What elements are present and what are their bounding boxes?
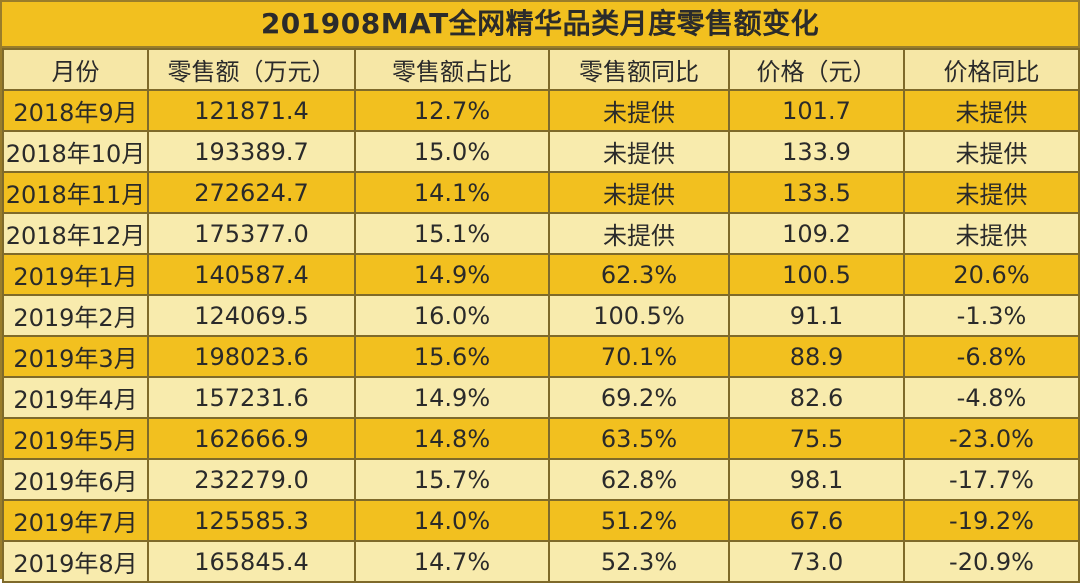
header-row: 月份 零售额（万元） 零售额占比 零售额同比 价格（元） 价格同比 — [2, 48, 1080, 91]
cell-sales-share: 15.6% — [354, 335, 550, 378]
cell-price-yoy: 20.6% — [903, 253, 1080, 296]
cell-sales-yoy: 51.2% — [548, 499, 730, 542]
cell-retail-sales: 124069.5 — [147, 294, 356, 337]
cell-sales-yoy: 62.8% — [548, 458, 730, 501]
cell-price: 133.9 — [728, 130, 905, 173]
table-row: 2019年8月 165845.4 14.7% 52.3% 73.0 -20.9% — [2, 540, 1080, 583]
table-row: 2019年3月 198023.6 15.6% 70.1% 88.9 -6.8% — [2, 335, 1080, 378]
cell-price-yoy: -1.3% — [903, 294, 1080, 337]
cell-sales-yoy: 52.3% — [548, 540, 730, 583]
header-price: 价格（元） — [728, 48, 905, 91]
cell-price: 67.6 — [728, 499, 905, 542]
cell-sales-share: 14.0% — [354, 499, 550, 542]
table-row: 2019年1月 140587.4 14.9% 62.3% 100.5 20.6% — [2, 253, 1080, 296]
cell-price: 98.1 — [728, 458, 905, 501]
table-row: 2019年4月 157231.6 14.9% 69.2% 82.6 -4.8% — [2, 376, 1080, 419]
cell-price: 75.5 — [728, 417, 905, 460]
cell-month: 2019年3月 — [2, 335, 149, 378]
cell-month: 2019年7月 — [2, 499, 149, 542]
retail-table: 月份 零售额（万元） 零售额占比 零售额同比 价格（元） 价格同比 2018年9… — [2, 48, 1080, 583]
table-row: 2018年11月 272624.7 14.1% 未提供 133.5 未提供 — [2, 171, 1080, 214]
header-sales-share: 零售额占比 — [354, 48, 550, 91]
table-header: 月份 零售额（万元） 零售额占比 零售额同比 价格（元） 价格同比 — [2, 48, 1080, 91]
header-price-yoy: 价格同比 — [903, 48, 1080, 91]
header-retail-sales: 零售额（万元） — [147, 48, 356, 91]
cell-month: 2019年6月 — [2, 458, 149, 501]
cell-retail-sales: 165845.4 — [147, 540, 356, 583]
cell-retail-sales: 175377.0 — [147, 212, 356, 255]
cell-retail-sales: 121871.4 — [147, 89, 356, 132]
cell-sales-share: 14.7% — [354, 540, 550, 583]
cell-price-yoy: 未提供 — [903, 212, 1080, 255]
cell-month: 2019年1月 — [2, 253, 149, 296]
cell-price: 101.7 — [728, 89, 905, 132]
cell-sales-share: 12.7% — [354, 89, 550, 132]
cell-price: 88.9 — [728, 335, 905, 378]
cell-sales-share: 14.9% — [354, 253, 550, 296]
cell-retail-sales: 162666.9 — [147, 417, 356, 460]
cell-retail-sales: 157231.6 — [147, 376, 356, 419]
cell-sales-share: 14.8% — [354, 417, 550, 460]
cell-month: 2019年8月 — [2, 540, 149, 583]
cell-sales-share: 15.1% — [354, 212, 550, 255]
cell-price: 133.5 — [728, 171, 905, 214]
cell-sales-share: 15.7% — [354, 458, 550, 501]
cell-sales-yoy: 70.1% — [548, 335, 730, 378]
cell-month: 2018年9月 — [2, 89, 149, 132]
table-title: 201908MAT全网精华品类月度零售额变化 — [2, 2, 1078, 48]
cell-sales-yoy: 100.5% — [548, 294, 730, 337]
table-row: 2018年10月 193389.7 15.0% 未提供 133.9 未提供 — [2, 130, 1080, 173]
cell-sales-yoy: 69.2% — [548, 376, 730, 419]
cell-sales-yoy: 63.5% — [548, 417, 730, 460]
cell-month: 2018年10月 — [2, 130, 149, 173]
cell-sales-yoy: 未提供 — [548, 130, 730, 173]
cell-price-yoy: 未提供 — [903, 171, 1080, 214]
table-row: 2019年6月 232279.0 15.7% 62.8% 98.1 -17.7% — [2, 458, 1080, 501]
cell-month: 2019年5月 — [2, 417, 149, 460]
cell-retail-sales: 125585.3 — [147, 499, 356, 542]
cell-retail-sales: 198023.6 — [147, 335, 356, 378]
cell-price-yoy: -23.0% — [903, 417, 1080, 460]
cell-retail-sales: 272624.7 — [147, 171, 356, 214]
cell-month: 2018年12月 — [2, 212, 149, 255]
cell-sales-share: 16.0% — [354, 294, 550, 337]
table-row: 2019年5月 162666.9 14.8% 63.5% 75.5 -23.0% — [2, 417, 1080, 460]
cell-retail-sales: 232279.0 — [147, 458, 356, 501]
cell-price-yoy: 未提供 — [903, 89, 1080, 132]
cell-price-yoy: 未提供 — [903, 130, 1080, 173]
header-sales-yoy: 零售额同比 — [548, 48, 730, 91]
table-row: 2018年9月 121871.4 12.7% 未提供 101.7 未提供 — [2, 89, 1080, 132]
cell-price: 100.5 — [728, 253, 905, 296]
cell-price-yoy: -17.7% — [903, 458, 1080, 501]
cell-month: 2019年4月 — [2, 376, 149, 419]
cell-sales-share: 14.9% — [354, 376, 550, 419]
cell-price: 73.0 — [728, 540, 905, 583]
cell-sales-yoy: 62.3% — [548, 253, 730, 296]
cell-price: 109.2 — [728, 212, 905, 255]
cell-sales-share: 14.1% — [354, 171, 550, 214]
table-row: 2019年2月 124069.5 16.0% 100.5% 91.1 -1.3% — [2, 294, 1080, 337]
cell-month: 2018年11月 — [2, 171, 149, 214]
table-row: 2018年12月 175377.0 15.1% 未提供 109.2 未提供 — [2, 212, 1080, 255]
table-row: 2019年7月 125585.3 14.0% 51.2% 67.6 -19.2% — [2, 499, 1080, 542]
cell-sales-yoy: 未提供 — [548, 89, 730, 132]
cell-price-yoy: -19.2% — [903, 499, 1080, 542]
cell-price: 91.1 — [728, 294, 905, 337]
cell-price-yoy: -20.9% — [903, 540, 1080, 583]
cell-retail-sales: 193389.7 — [147, 130, 356, 173]
cell-price-yoy: -4.8% — [903, 376, 1080, 419]
cell-price: 82.6 — [728, 376, 905, 419]
cell-sales-yoy: 未提供 — [548, 212, 730, 255]
table-body: 2018年9月 121871.4 12.7% 未提供 101.7 未提供 2018年10月 1… — [2, 89, 1080, 583]
cell-price-yoy: -6.8% — [903, 335, 1080, 378]
cell-month: 2019年2月 — [2, 294, 149, 337]
cell-retail-sales: 140587.4 — [147, 253, 356, 296]
header-month: 月份 — [2, 48, 149, 91]
cell-sales-yoy: 未提供 — [548, 171, 730, 214]
cell-sales-share: 15.0% — [354, 130, 550, 173]
